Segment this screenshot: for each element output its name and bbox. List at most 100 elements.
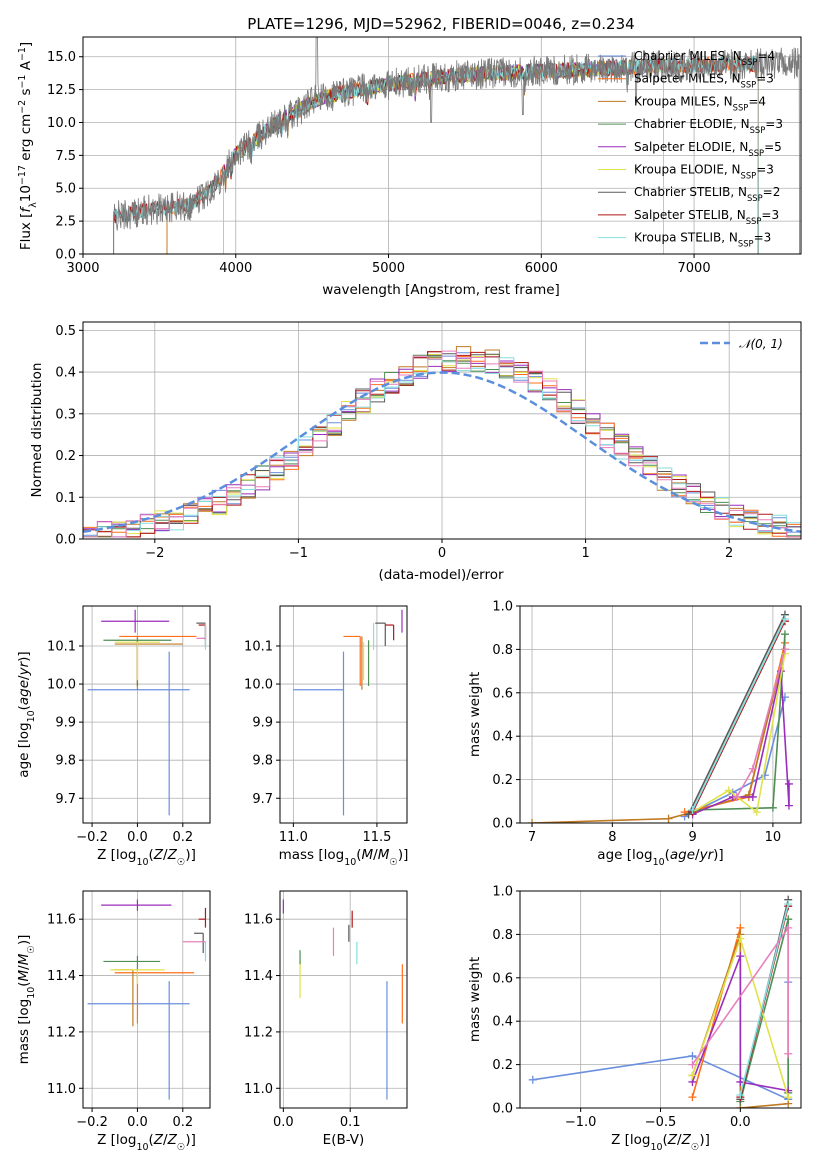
normal-curve — [83, 371, 801, 533]
x-tick-label: 0.1 — [340, 1115, 361, 1130]
y-tick-label: 9.7 — [55, 792, 76, 807]
x-tick-label: 6000 — [525, 261, 558, 276]
axes-frame — [519, 605, 802, 824]
y-tick-label: 0.3 — [55, 407, 76, 422]
y-axis-label: mass [log10(M/M☉)] — [16, 935, 37, 1065]
weight-series-line — [684, 642, 786, 813]
x-tick-label: 4000 — [219, 261, 252, 276]
x-tick-label: 11.0 — [279, 830, 308, 845]
x-tick-label: 3000 — [66, 261, 99, 276]
legend-label: Salpeter MILES, NSSP=3 — [634, 72, 774, 90]
weight-point-marker — [732, 792, 741, 801]
legend-label: Salpeter STELIB, NSSP=3 — [634, 208, 779, 226]
model-spectrum-line — [223, 57, 664, 254]
weight-point-marker — [736, 952, 745, 961]
weight-point-marker — [760, 771, 769, 780]
x-tick-label: 7 — [528, 830, 536, 845]
weight-series-line — [691, 620, 786, 813]
weight-point-marker — [688, 1051, 697, 1060]
plot-area-residuals — [83, 346, 801, 539]
x-axis-label: E(B-V) — [323, 1132, 365, 1148]
weight-point-marker — [784, 1093, 793, 1102]
y-tick-label: 1.0 — [492, 600, 513, 615]
plot-area-age-vs-Z — [87, 609, 207, 816]
y-tick-label: 11.0 — [244, 1082, 273, 1097]
y-tick-label: 7.5 — [55, 149, 76, 164]
weight-series-line — [684, 696, 786, 818]
y-axis-label: Normed distribution — [29, 363, 45, 498]
plot-area-weight-vs-Z — [528, 895, 793, 1108]
x-tick-label: 5000 — [372, 261, 405, 276]
y-axis-label: mass weight — [467, 957, 483, 1042]
y-tick-label: 10.1 — [47, 639, 76, 654]
x-tick-label: 0.0 — [127, 1115, 148, 1130]
x-tick-label: 1 — [581, 546, 589, 561]
weight-point-marker — [784, 900, 793, 909]
weight-point-marker — [736, 1090, 745, 1099]
y-tick-label: 12.5 — [47, 83, 76, 98]
weight-point-marker — [784, 1049, 793, 1058]
x-tick-label: −2 — [145, 546, 164, 561]
y-axis-label: Flux [fλ10−17 erg cm−2 s−1 A−1] — [17, 42, 39, 250]
weight-point-marker — [768, 803, 777, 812]
y-tick-label: 11.6 — [47, 913, 76, 928]
weight-point-marker — [688, 1093, 697, 1102]
weight-point-marker — [780, 630, 789, 639]
x-tick-label: 10 — [765, 830, 782, 845]
y-tick-label: 9.7 — [252, 792, 273, 807]
weight-point-marker — [748, 764, 757, 773]
legend-label: 𝒩(0, 1) — [739, 337, 783, 351]
y-axis-label: mass weight — [467, 672, 483, 757]
weight-series-line — [691, 618, 786, 811]
y-tick-label: 0.0 — [492, 1102, 513, 1117]
y-tick-label: 0.1 — [55, 491, 76, 506]
y-tick-label: 10.1 — [244, 639, 273, 654]
y-tick-label: 0.5 — [55, 324, 76, 339]
x-axis-label: mass [log10(M/M☉)] — [279, 847, 409, 868]
weight-point-marker — [784, 801, 793, 810]
weight-point-marker — [784, 923, 793, 932]
x-tick-label: 0.0 — [127, 830, 148, 845]
x-tick-label: 2 — [725, 546, 733, 561]
x-tick-label: 9 — [688, 830, 696, 845]
plot-area-age-vs-mass — [293, 609, 403, 816]
y-tick-label: 9.9 — [252, 716, 273, 731]
y-tick-label: 2.5 — [55, 215, 76, 230]
chart-title: PLATE=1296, MJD=52962, FIBERID=0046, z=0… — [247, 15, 634, 33]
model-spectrum-line — [223, 58, 664, 254]
y-axis-label: age [log10(age/yr)] — [16, 651, 37, 777]
x-tick-label: 0 — [438, 546, 446, 561]
y-tick-label: 9.9 — [55, 716, 76, 731]
x-tick-label: 0.0 — [730, 1115, 751, 1130]
legend-label: Kroupa MILES, NSSP=4 — [634, 94, 766, 112]
y-tick-label: 0.6 — [492, 971, 513, 986]
y-tick-label: 10.0 — [47, 116, 76, 131]
data-spectrum-line — [113, 37, 800, 254]
x-axis-label: Z [log10(Z/Z☉)] — [611, 1132, 710, 1153]
y-tick-label: 15.0 — [47, 50, 76, 65]
y-tick-label: 0.6 — [492, 686, 513, 701]
weight-point-marker — [664, 814, 673, 823]
weight-point-marker — [748, 792, 757, 801]
x-tick-label: −0.2 — [76, 830, 108, 845]
x-tick-label: 0.2 — [172, 830, 193, 845]
x-tick-label: −1 — [289, 546, 308, 561]
y-tick-label: 0.8 — [492, 928, 513, 943]
weight-point-marker — [752, 808, 761, 817]
plot-area-mass-vs-Z — [87, 899, 207, 1100]
weight-point-marker — [784, 779, 793, 788]
legend-label: Kroupa STELIB, NSSP=3 — [634, 231, 771, 249]
weight-series-line — [739, 903, 789, 1096]
y-tick-label: 0.2 — [492, 1058, 513, 1073]
weight-series-line — [692, 653, 786, 814]
y-tick-label: 9.8 — [55, 754, 76, 769]
y-tick-label: 11.0 — [47, 1082, 76, 1097]
y-tick-label: 5.0 — [55, 182, 76, 197]
y-tick-label: 0.4 — [492, 1015, 513, 1030]
y-tick-label: 10.0 — [47, 678, 76, 693]
weight-point-marker — [688, 1071, 697, 1080]
x-tick-label: 11.5 — [362, 830, 391, 845]
plot-area-weight-vs-age — [528, 610, 793, 823]
y-tick-label: 9.8 — [252, 754, 273, 769]
